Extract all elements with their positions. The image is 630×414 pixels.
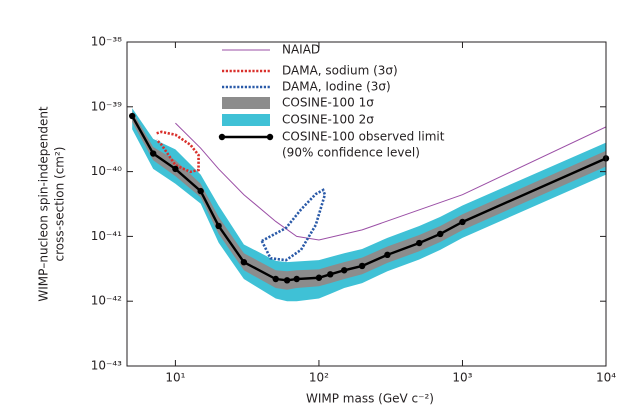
y-tick-label: 10⁻³⁹: [91, 99, 122, 113]
data-point: [416, 239, 423, 247]
data-point: [293, 275, 300, 283]
data-point: [240, 258, 248, 266]
legend-marker: [218, 133, 226, 141]
x-tick-label: 10¹: [165, 371, 185, 385]
legend-swatch: [222, 97, 270, 109]
legend-note: (90% confidence level): [282, 146, 420, 160]
data-point: [341, 267, 348, 274]
data-point: [459, 218, 466, 226]
legend-label: DAMA, Iodine (3σ): [282, 80, 391, 94]
data-point: [283, 277, 291, 284]
data-point: [315, 274, 323, 281]
data-point: [437, 230, 444, 238]
data-point: [358, 262, 366, 270]
confidence-band: [132, 108, 606, 302]
y-axis-label: WIMP–nucleon spin-independent: [37, 106, 51, 302]
legend-label: DAMA, sodium (3σ): [282, 64, 398, 78]
data-point: [215, 222, 222, 230]
lines: [128, 112, 610, 284]
data-point: [149, 150, 157, 157]
data-point: [272, 275, 279, 283]
y-tick-label: 10⁻⁴¹: [91, 229, 122, 243]
y-tick-label: 10⁻³⁸: [91, 35, 122, 49]
y-tick-label: 10⁻⁴⁰: [91, 164, 122, 178]
y-tick-label: 10⁻⁴²: [91, 294, 122, 308]
x-tick-label: 10³: [452, 371, 472, 385]
y-tick-label: 10⁻⁴³: [91, 359, 122, 373]
data-point: [384, 251, 391, 259]
data-point: [197, 187, 204, 195]
legend-label: NAIAD: [282, 43, 320, 57]
contour: [260, 188, 327, 262]
legend-marker: [266, 133, 274, 141]
legend-label: COSINE-100 2σ: [282, 113, 374, 127]
contour: [155, 130, 200, 174]
x-axis-label: WIMP mass (GeV c⁻²): [306, 392, 434, 406]
y-axis-label: cross-section (cm²): [53, 147, 67, 262]
data-point: [327, 271, 334, 278]
data-point: [128, 112, 136, 120]
data-point: [172, 165, 179, 173]
x-tick-label: 10²: [309, 371, 329, 385]
line: [131, 115, 607, 282]
legend-swatch: [222, 114, 270, 126]
plot-frame: [126, 41, 607, 367]
legend-label: COSINE-100 1σ: [282, 96, 374, 110]
legend-label: COSINE-100 observed limit: [282, 130, 445, 144]
x-tick-label: 10⁴: [596, 371, 616, 385]
